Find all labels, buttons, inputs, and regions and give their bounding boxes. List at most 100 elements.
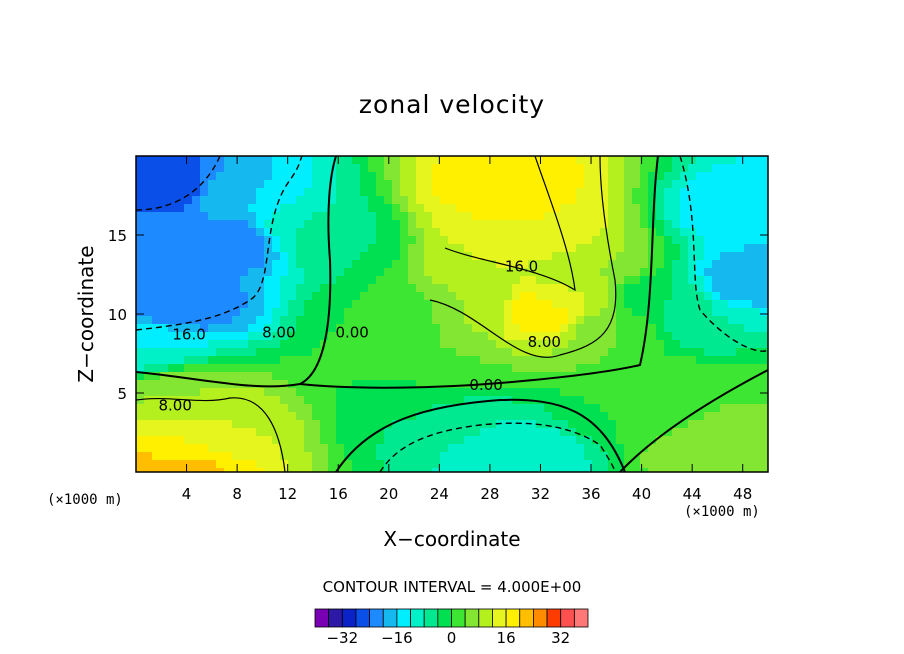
field-cell [376, 380, 385, 389]
field-cell [600, 260, 609, 269]
field-cell [136, 372, 145, 381]
colorbar-swatch [396, 608, 411, 628]
field-cell [176, 276, 185, 285]
field-cell [496, 204, 505, 213]
field-cell [672, 356, 681, 365]
field-cell [688, 292, 697, 301]
field-cell [512, 164, 521, 173]
field-cell [720, 316, 729, 325]
field-cell [720, 388, 729, 397]
field-cell [296, 220, 305, 229]
field-cell [528, 428, 537, 437]
field-cell [208, 452, 217, 461]
field-cell [488, 420, 497, 429]
field-cell [760, 284, 768, 293]
field-cell [496, 340, 505, 349]
field-cell [336, 156, 345, 165]
field-cell [144, 420, 153, 429]
field-cell [696, 468, 705, 472]
field-cell [440, 468, 449, 472]
field-cell [592, 260, 601, 269]
field-cell [232, 300, 241, 309]
field-cell [592, 172, 601, 181]
field-cell [184, 452, 193, 461]
field-cell [448, 436, 457, 445]
field-cell [376, 420, 385, 429]
field-cell [704, 372, 713, 381]
field-cell [288, 188, 297, 197]
field-cell [688, 228, 697, 237]
field-cell [264, 356, 273, 365]
field-cell [208, 164, 217, 173]
field-cell [504, 452, 513, 461]
field-cell [256, 316, 265, 325]
field-cell [656, 460, 665, 469]
field-cell [472, 316, 481, 325]
field-cell [288, 332, 297, 341]
field-cell [736, 444, 745, 453]
field-cell [680, 460, 689, 469]
field-cell [568, 412, 577, 421]
field-cell [240, 268, 249, 277]
field-cell [704, 436, 713, 445]
field-cell [208, 364, 217, 373]
field-cell [616, 460, 625, 469]
field-cell [328, 220, 337, 229]
field-cell [424, 460, 433, 469]
field-cell [560, 276, 569, 285]
field-cell [520, 332, 529, 341]
field-cell [632, 292, 641, 301]
field-cell [240, 180, 249, 189]
field-cell [184, 204, 193, 213]
field-cell [672, 364, 681, 373]
field-cell [504, 220, 513, 229]
field-cell [728, 156, 737, 165]
field-cell [320, 380, 329, 389]
field-cell [696, 244, 705, 253]
field-cell [504, 308, 513, 317]
field-cell [736, 404, 745, 413]
field-cell [712, 156, 721, 165]
field-cell [448, 396, 457, 405]
field-cell [232, 460, 241, 469]
field-cell [480, 388, 489, 397]
field-cell [232, 356, 241, 365]
field-cell [192, 252, 201, 261]
field-cell [480, 172, 489, 181]
field-cell [344, 188, 353, 197]
field-cell [192, 236, 201, 245]
field-cell [704, 412, 713, 421]
field-cell [344, 172, 353, 181]
contour-line-sixteen [444, 156, 576, 292]
field-cell [136, 420, 145, 429]
field-cell [136, 444, 145, 453]
field-cell [384, 300, 393, 309]
contour-label: 8.00 [528, 333, 561, 351]
field-cell [616, 204, 625, 213]
field-cell [504, 188, 513, 197]
field-cell [208, 428, 217, 437]
field-cell [552, 300, 561, 309]
field-cell [520, 292, 529, 301]
field-cell [464, 220, 473, 229]
field-cell [376, 164, 385, 173]
field-cell [352, 324, 361, 333]
field-cell [136, 284, 145, 293]
field-cell [400, 204, 409, 213]
field-cell [608, 156, 617, 165]
field-cell [320, 364, 329, 373]
field-cell [552, 428, 561, 437]
field-cell [320, 444, 329, 453]
field-cell [248, 324, 257, 333]
field-cell [392, 300, 401, 309]
field-cell [600, 156, 609, 165]
field-cell [520, 180, 529, 189]
field-cell [728, 428, 737, 437]
field-cell [368, 260, 377, 269]
field-cell [536, 308, 545, 317]
field-cell [640, 388, 649, 397]
field-cell [624, 388, 633, 397]
field-cell [240, 308, 249, 317]
field-cell [736, 180, 745, 189]
field-cell [248, 412, 257, 421]
